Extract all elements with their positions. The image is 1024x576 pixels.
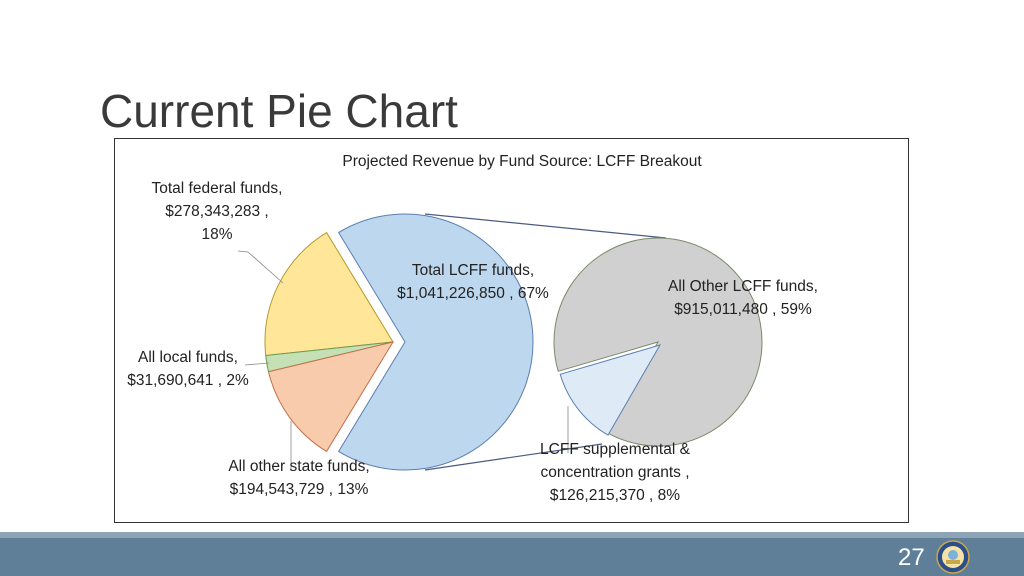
label-other-lcff-line: All Other LCFF funds,	[668, 278, 818, 295]
label-supplemental-line: LCFF supplemental &	[540, 441, 691, 458]
label-state-line: $194,543,729 , 13%	[230, 481, 369, 498]
label-local-line: All local funds,	[138, 349, 238, 366]
label-other-lcff-line: $915,011,480 , 59%	[674, 301, 812, 318]
label-state-line: All other state funds,	[228, 458, 369, 475]
chart-frame: Projected Revenue by Fund Source: LCFF B…	[114, 138, 909, 523]
label-local-line: $31,690,641 , 2%	[127, 372, 249, 389]
label-federal-line: Total federal funds,	[152, 180, 283, 197]
connector-line-top	[424, 213, 667, 239]
connector-line-bottom	[424, 443, 603, 471]
label-lcff-line: Total LCFF funds,	[412, 262, 534, 279]
label-federal-line: $278,343,283 ,	[165, 203, 268, 220]
label-federal-line: 18%	[201, 226, 232, 243]
leader-line-local	[244, 362, 270, 366]
chart-title: Projected Revenue by Fund Source: LCFF B…	[342, 153, 702, 170]
slice-all-other-lcff-funds	[553, 237, 763, 447]
footer-strip	[0, 532, 1024, 538]
slice-lcff-supplemental-concentration-grants	[559, 344, 662, 436]
label-lcff-line: $1,041,226,850 , 67%	[397, 285, 549, 302]
label-supplemental-line: $126,215,370 , 8%	[550, 487, 680, 504]
pie-chart: Projected Revenue by Fund Source: LCFF B…	[127, 153, 818, 504]
slice-total-lcff-funds	[337, 213, 534, 471]
page-number: 27	[898, 544, 925, 571]
footer-bar	[0, 532, 1024, 576]
state-seal-logo	[936, 540, 970, 574]
slice-all-other-state-funds	[267, 341, 395, 453]
label-supplemental-line: concentration grants ,	[540, 464, 689, 481]
leader-line-federal	[237, 250, 284, 284]
slice-total-federal-funds	[264, 231, 394, 357]
slide-title: Current Pie Chart	[100, 85, 458, 137]
